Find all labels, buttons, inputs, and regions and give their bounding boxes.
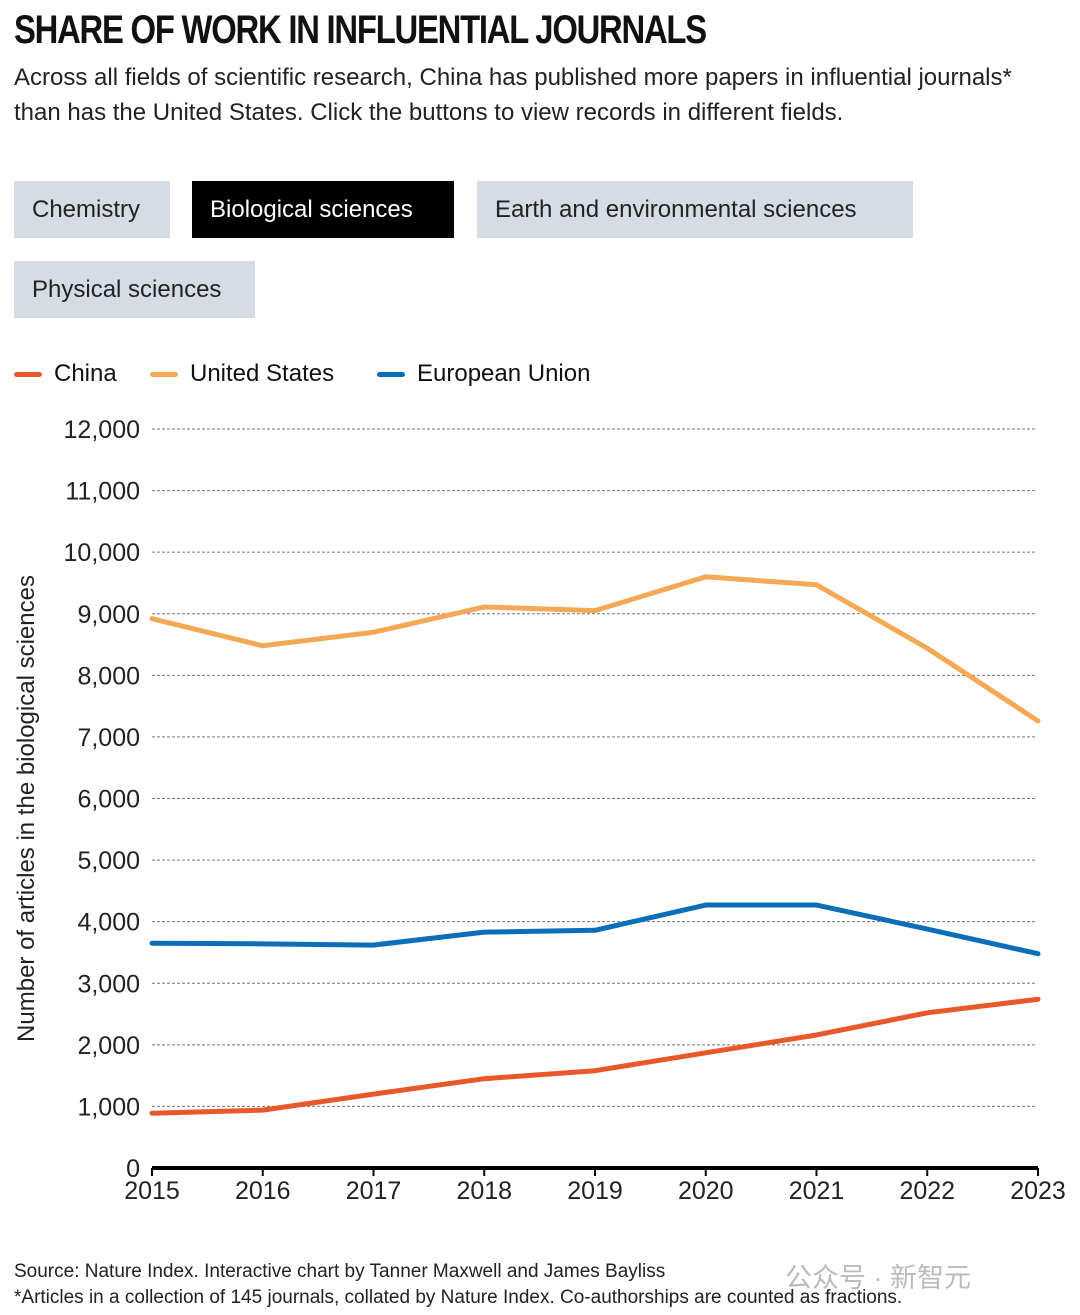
chart-title: SHARE OF WORK IN INFLUENTIAL JOURNALS bbox=[14, 8, 707, 52]
chemistry-button[interactable]: Chemistry bbox=[14, 181, 170, 238]
legend-label: European Union bbox=[417, 360, 591, 387]
data-point bbox=[150, 941, 154, 946]
data-point bbox=[593, 1068, 597, 1073]
data-point bbox=[925, 646, 930, 651]
data-point bbox=[1036, 951, 1040, 956]
y-tick-label: 10,000 bbox=[64, 539, 140, 567]
data-point bbox=[1036, 718, 1040, 723]
footnote: *Articles in a collection of 145 journal… bbox=[14, 1287, 903, 1308]
x-tick-label: 2020 bbox=[678, 1177, 734, 1205]
data-point bbox=[371, 943, 376, 948]
y-axis-label: Number of articles in the biological sci… bbox=[13, 575, 40, 1042]
data-point bbox=[814, 582, 819, 587]
legend-swatch bbox=[150, 371, 178, 377]
source-note: Source: Nature Index. Interactive chart … bbox=[14, 1261, 666, 1282]
data-point bbox=[260, 643, 265, 648]
data-point bbox=[593, 928, 597, 933]
legend-china: China bbox=[14, 360, 117, 388]
data-point bbox=[371, 1092, 376, 1097]
data-point bbox=[1036, 997, 1040, 1002]
data-point bbox=[260, 941, 265, 946]
x-tick-label: 2022 bbox=[899, 1177, 955, 1205]
y-tick-label: 11,000 bbox=[65, 478, 140, 506]
data-point bbox=[814, 1032, 819, 1037]
y-tick-label: 2,000 bbox=[77, 1032, 140, 1060]
physical-sciences-button[interactable]: Physical sciences bbox=[14, 261, 255, 318]
y-tick-label: 4,000 bbox=[77, 909, 140, 937]
x-tick-label: 2017 bbox=[346, 1177, 402, 1205]
y-tick-label: 3,000 bbox=[77, 970, 140, 998]
data-point bbox=[814, 903, 819, 908]
legend-swatch bbox=[14, 371, 42, 377]
earth-environmental-sciences-button[interactable]: Earth and environmental sciences bbox=[477, 181, 913, 238]
line-chart: 0 1,000 2,000 3,000 4,000 5,000 6,000 7,000 8,00… bbox=[13, 416, 1066, 1205]
y-tick-label: 1,000 bbox=[77, 1093, 140, 1121]
biological-sciences-button[interactable]: Biological sciences bbox=[192, 181, 454, 238]
x-tick-label: 2016 bbox=[235, 1177, 291, 1205]
x-tick-label: 2021 bbox=[789, 1177, 845, 1205]
series-line-united-states bbox=[149, 574, 1041, 724]
data-point bbox=[925, 927, 930, 932]
x-tick-label: 2015 bbox=[124, 1177, 180, 1205]
data-point bbox=[593, 608, 597, 613]
y-tick-label: 0 bbox=[126, 1155, 140, 1183]
y-tick-label: 8,000 bbox=[77, 662, 140, 690]
data-point bbox=[703, 903, 708, 908]
series-line-china bbox=[149, 996, 1041, 1116]
data-point bbox=[925, 1010, 930, 1015]
legend-label: United States bbox=[190, 360, 335, 387]
chart-subtitle: Across all fields of scientific research… bbox=[14, 64, 1012, 126]
x-tick-label: 2018 bbox=[456, 1177, 512, 1205]
watermark: 公众号 · 新智元 bbox=[785, 1263, 971, 1293]
y-tick-label: 9,000 bbox=[77, 601, 140, 629]
y-tick-label: 12,000 bbox=[64, 416, 140, 444]
legend-swatch bbox=[377, 371, 405, 377]
y-tick-label: 5,000 bbox=[77, 847, 140, 875]
y-tick-label: 7,000 bbox=[77, 724, 140, 752]
data-point bbox=[703, 1050, 708, 1055]
data-point bbox=[703, 574, 708, 579]
data-point bbox=[150, 616, 154, 621]
data-point bbox=[150, 1111, 154, 1116]
x-tick-label: 2023 bbox=[1010, 1177, 1066, 1205]
legend-european-union: European Union bbox=[377, 360, 590, 388]
y-tick-label: 6,000 bbox=[77, 786, 140, 814]
legend-label: China bbox=[54, 360, 117, 387]
data-point bbox=[482, 930, 487, 935]
data-point bbox=[371, 630, 376, 635]
x-tick-label: 2019 bbox=[567, 1177, 623, 1205]
data-point bbox=[482, 604, 487, 609]
data-point bbox=[260, 1108, 265, 1113]
legend-united-states: United States bbox=[150, 360, 334, 388]
data-point bbox=[482, 1076, 487, 1081]
